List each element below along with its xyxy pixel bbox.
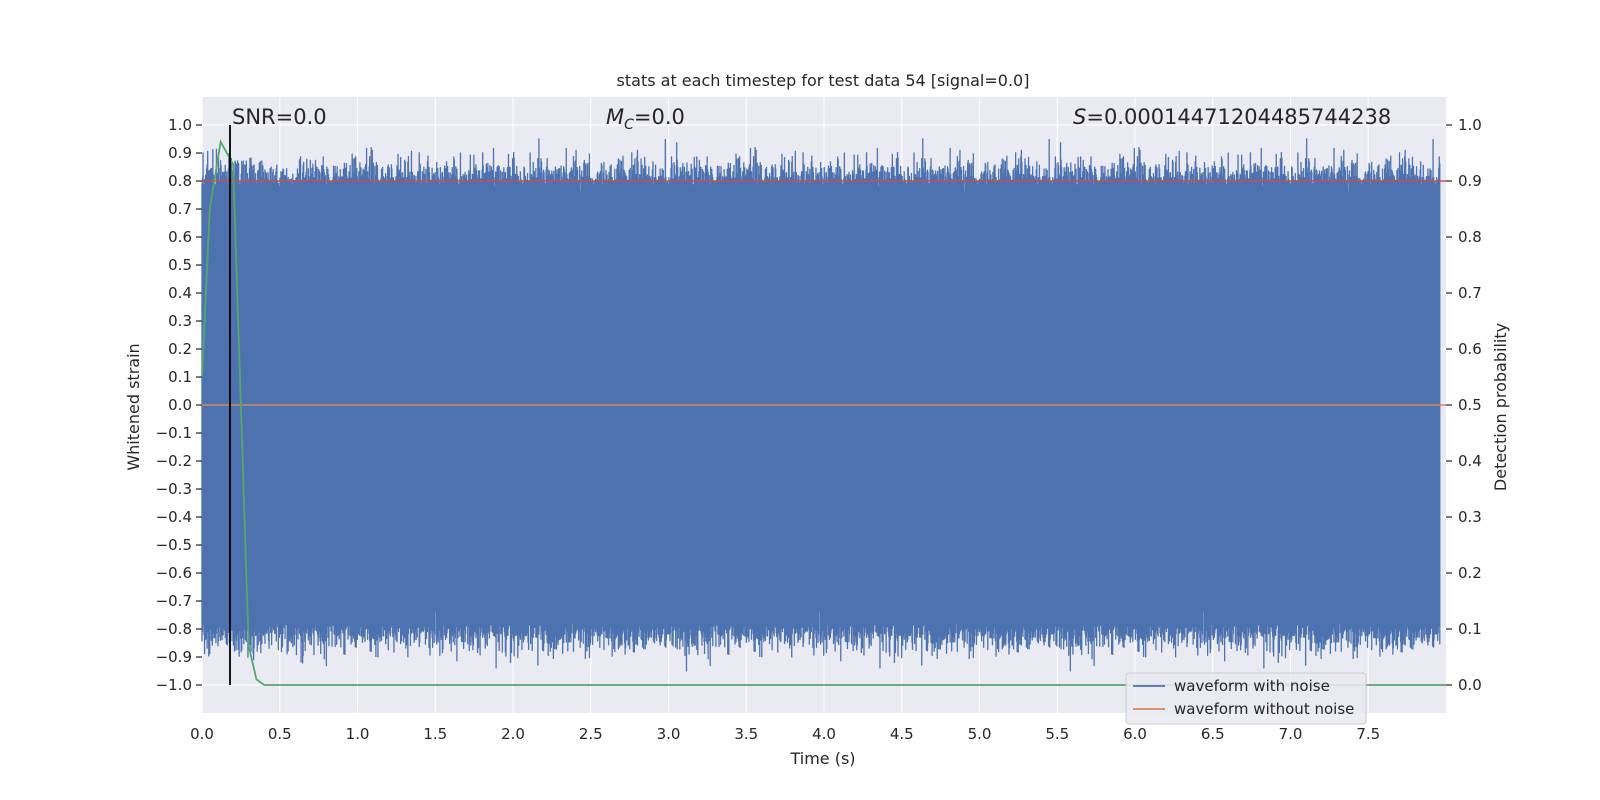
chart-title: stats at each timestep for test data 54 … <box>617 71 1030 90</box>
y-right-tick-label: 0.3 <box>1458 508 1482 526</box>
chirp-mass-subscript: C <box>624 117 634 133</box>
y-right-tick-label: 0.4 <box>1458 452 1482 470</box>
s-symbol: S <box>1073 105 1086 129</box>
x-tick-label: 6.5 <box>1201 725 1225 743</box>
plot-area <box>201 97 1446 713</box>
y-tick-label: 0.8 <box>168 172 192 190</box>
series-detection-probability <box>201 139 1446 686</box>
x-tick-label: 7.0 <box>1279 725 1303 743</box>
x-tick-label: 5.0 <box>968 725 992 743</box>
y-right-tick-label: 0.5 <box>1458 396 1482 414</box>
y-right-tick-label: 0.7 <box>1458 284 1482 302</box>
snr-annotation: SNR=0.0 <box>232 105 327 129</box>
y-tick-label: 0.2 <box>168 340 192 358</box>
y-right-tick-label: 0.2 <box>1458 564 1482 582</box>
y-tick-label: 0.1 <box>168 368 192 386</box>
y-axis-right-label: Detection probability <box>1491 323 1510 491</box>
y-tick-label: 0.3 <box>168 312 192 330</box>
x-tick-label: 0.5 <box>268 725 292 743</box>
y-axis-right-ticks: 1.0 0.9 0.8 0.7 0.6 0.5 0.4 0.3 0.2 0.1 0.0 <box>1446 116 1482 694</box>
x-axis-label: Time (s) <box>789 749 855 768</box>
chirp-mass-symbol: M <box>606 105 624 129</box>
y-right-tick-label: 1.0 <box>1458 116 1482 134</box>
y-tick-label: 1.0 <box>168 116 192 134</box>
x-axis-ticks: 0.0 0.5 1.0 1.5 2.0 2.5 3.0 3.5 4.0 4.5 5.0 5.5 6.0 6… <box>190 725 1380 743</box>
y-tick-label: −0.6 <box>156 564 192 582</box>
y-tick-label: 0.6 <box>168 228 192 246</box>
y-axis-label: Whitened strain <box>124 343 143 470</box>
series-waveform-with-noise <box>201 138 1441 672</box>
y-tick-label: 0.0 <box>168 396 192 414</box>
y-right-tick-label: 0.8 <box>1458 228 1482 246</box>
s-annotation: S=0.00014471204485744238 <box>1073 105 1391 129</box>
x-tick-label: 6.0 <box>1123 725 1147 743</box>
legend-label-noise: waveform with noise <box>1174 677 1330 695</box>
x-tick-label: 0.0 <box>190 725 214 743</box>
y-tick-label: −0.1 <box>156 424 192 442</box>
y-right-tick-label: 0.1 <box>1458 620 1482 638</box>
legend-box <box>1125 672 1367 725</box>
x-tick-label: 1.0 <box>346 725 370 743</box>
y-tick-label: 0.9 <box>168 144 192 162</box>
y-tick-label: 0.5 <box>168 256 192 274</box>
y-tick-label: −0.4 <box>156 508 192 526</box>
y-axis-ticks: 1.0 0.9 0.8 0.7 0.6 0.5 0.4 0.3 0.2 0.1 0.0 −0.1 −0.… <box>156 116 202 694</box>
y-tick-label: −0.9 <box>156 648 192 666</box>
legend-label-clean: waveform without noise <box>1174 700 1354 718</box>
x-tick-label: 5.5 <box>1045 725 1069 743</box>
y-right-tick-label: 0.0 <box>1458 676 1482 694</box>
x-tick-label: 7.5 <box>1356 725 1380 743</box>
x-tick-label: 3.0 <box>657 725 681 743</box>
y-tick-label: 0.7 <box>168 200 192 218</box>
s-value: =0.00014471204485744238 <box>1086 105 1391 129</box>
chirp-mass-value: =0.0 <box>634 105 685 129</box>
y-tick-label: −0.7 <box>156 592 192 610</box>
y-right-tick-label: 0.6 <box>1458 340 1482 358</box>
y-tick-label: −1.0 <box>156 676 192 694</box>
y-right-tick-label: 0.9 <box>1458 172 1482 190</box>
y-tick-label: −0.5 <box>156 536 192 554</box>
y-tick-label: 0.4 <box>168 284 192 302</box>
x-tick-label: 3.5 <box>734 725 758 743</box>
x-tick-label: 1.5 <box>423 725 447 743</box>
legend: waveform with noise waveform without noi… <box>1125 672 1367 725</box>
x-tick-label: 2.0 <box>501 725 525 743</box>
y-tick-label: −0.3 <box>156 480 192 498</box>
y-tick-label: −0.2 <box>156 452 192 470</box>
x-tick-label: 4.5 <box>890 725 914 743</box>
x-tick-label: 2.5 <box>579 725 603 743</box>
x-tick-label: 4.0 <box>812 725 836 743</box>
y-tick-label: −0.8 <box>156 620 192 638</box>
chirp-mass-annotation: MC=0.0 <box>606 105 685 133</box>
